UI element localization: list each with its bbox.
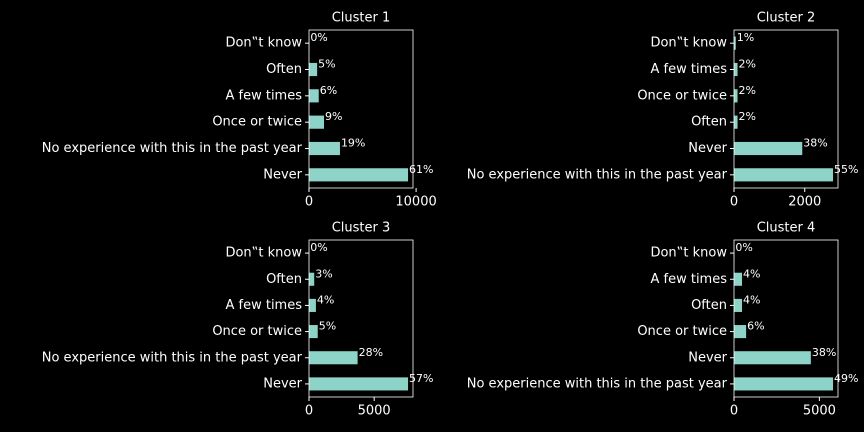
y-tick-label: Don‟t know bbox=[650, 246, 727, 261]
data-label: 2% bbox=[739, 110, 756, 123]
y-tick-label: Often bbox=[691, 298, 727, 313]
y-tick-label: Don‟t know bbox=[225, 36, 302, 51]
data-label: 55% bbox=[834, 163, 858, 176]
bar bbox=[309, 298, 316, 312]
bar bbox=[309, 115, 324, 129]
bar bbox=[734, 351, 811, 365]
bar bbox=[309, 89, 319, 103]
y-tick-label: Often bbox=[266, 272, 302, 287]
y-tick-label: Don‟t know bbox=[225, 246, 302, 261]
y-tick-label: Once or twice bbox=[212, 324, 302, 339]
subplot-title: Cluster 3 bbox=[332, 221, 391, 236]
y-tick-label: No experience with this in the past year bbox=[467, 167, 728, 182]
x-tick-label: 0 bbox=[730, 404, 738, 419]
data-label: 38% bbox=[803, 137, 827, 150]
x-tick-label: 10000 bbox=[395, 195, 436, 210]
y-tick-label: No experience with this in the past year bbox=[467, 376, 728, 391]
bar bbox=[734, 115, 738, 129]
y-tick-label: Never bbox=[688, 141, 727, 156]
axes-frame bbox=[308, 239, 414, 398]
bar bbox=[734, 272, 743, 286]
subplot-title: Cluster 2 bbox=[757, 11, 816, 26]
x-tick-label: 0 bbox=[305, 195, 313, 210]
data-label: 38% bbox=[812, 346, 836, 359]
y-tick-label: Never bbox=[263, 376, 302, 391]
bar bbox=[734, 168, 834, 182]
x-tick-label: 0 bbox=[305, 404, 313, 419]
data-label: 2% bbox=[739, 58, 756, 71]
data-label: 28% bbox=[359, 346, 383, 359]
y-tick-label: Don‟t know bbox=[650, 36, 727, 51]
subplot-title: Cluster 1 bbox=[332, 11, 391, 26]
y-tick-label: Once or twice bbox=[212, 115, 302, 130]
y-tick-label: A few times bbox=[225, 298, 302, 313]
data-label: 0% bbox=[735, 241, 752, 254]
subplot-title: Cluster 4 bbox=[757, 221, 816, 236]
data-label: 5% bbox=[318, 58, 335, 71]
data-label: 19% bbox=[341, 137, 365, 150]
y-tick-label: Never bbox=[263, 167, 302, 182]
y-tick-label: No experience with this in the past year bbox=[42, 141, 303, 156]
bar bbox=[309, 351, 358, 365]
bar bbox=[734, 89, 738, 103]
bar bbox=[309, 168, 409, 182]
data-label: 1% bbox=[737, 31, 754, 44]
data-label: 3% bbox=[315, 267, 332, 280]
x-tick-label: 2000 bbox=[788, 195, 821, 210]
data-label: 61% bbox=[409, 163, 433, 176]
bar bbox=[309, 141, 340, 156]
data-label: 0% bbox=[310, 31, 327, 44]
bar bbox=[309, 377, 409, 391]
bar bbox=[734, 36, 736, 50]
axes-frame bbox=[733, 29, 839, 189]
data-label: 49% bbox=[834, 372, 858, 385]
data-label: 4% bbox=[743, 293, 760, 306]
bar bbox=[309, 272, 315, 286]
data-label: 6% bbox=[747, 320, 764, 333]
data-label: 4% bbox=[317, 293, 334, 306]
y-tick-label: Never bbox=[688, 350, 727, 365]
bar bbox=[309, 62, 318, 77]
bar bbox=[734, 325, 747, 339]
x-tick-label: 0 bbox=[730, 195, 738, 210]
y-tick-label: Once or twice bbox=[637, 324, 727, 339]
y-tick-label: Often bbox=[266, 62, 302, 77]
y-tick-label: No experience with this in the past year bbox=[42, 350, 303, 365]
data-label: 9% bbox=[325, 110, 342, 123]
x-tick-label: 5000 bbox=[358, 404, 391, 419]
data-label: 4% bbox=[743, 267, 760, 280]
bar bbox=[734, 298, 743, 312]
y-tick-label: A few times bbox=[650, 272, 727, 287]
data-label: 6% bbox=[320, 84, 337, 97]
y-tick-label: A few times bbox=[225, 88, 302, 103]
data-label: 0% bbox=[310, 241, 327, 254]
data-label: 57% bbox=[409, 372, 433, 385]
y-tick-label: Once or twice bbox=[637, 88, 727, 103]
axes-frame bbox=[733, 239, 839, 398]
x-tick-label: 5000 bbox=[803, 404, 836, 419]
y-tick-label: A few times bbox=[650, 62, 727, 77]
data-label: 2% bbox=[739, 84, 756, 97]
bar bbox=[734, 141, 803, 156]
data-label: 5% bbox=[319, 320, 336, 333]
bar bbox=[309, 325, 318, 339]
axes-frame bbox=[308, 29, 414, 189]
y-tick-label: Often bbox=[691, 115, 727, 130]
bar bbox=[734, 377, 834, 391]
bar bbox=[734, 62, 738, 77]
